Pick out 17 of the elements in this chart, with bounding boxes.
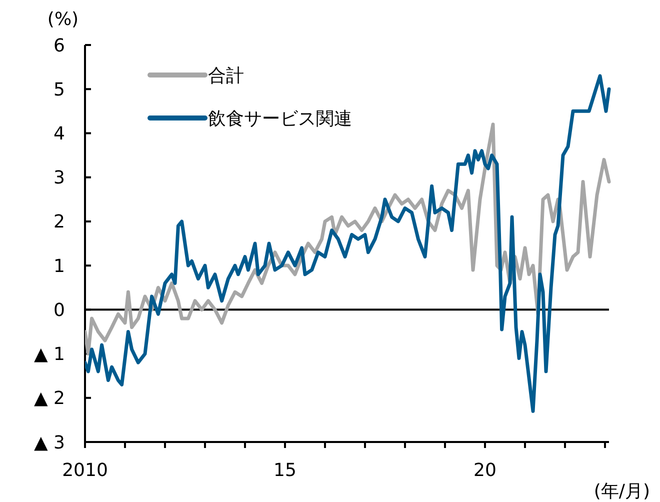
y-tick-label: 3 [54,168,65,189]
y-tick-label: 5 [54,79,65,100]
legend-label: 飲食サービス関連 [208,108,352,130]
y-tick-label: ▲ 1 [34,344,65,366]
x-tick-label: 2010 [62,460,108,481]
y-tick-label: 6 [54,35,65,56]
y-tick-label: ▲ 2 [34,388,65,410]
y-tick-label: 0 [54,300,65,321]
y-tick-label: ▲ 3 [34,432,65,454]
y-axis-title: (%) [47,9,79,30]
x-axis-title: (年/月) [594,481,650,502]
x-tick-label: 20 [474,460,496,481]
y-tick-label: 4 [54,124,65,145]
y-tick-label: 2 [54,212,65,233]
y-tick-label: 1 [54,256,65,277]
legend-label: 合計 [208,65,244,86]
x-tick-label: 15 [274,460,296,481]
